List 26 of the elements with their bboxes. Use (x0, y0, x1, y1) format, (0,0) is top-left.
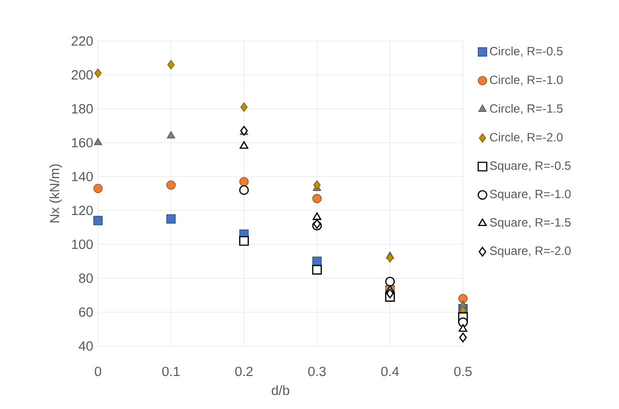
y-tick-label: 120 (72, 206, 93, 216)
legend-label: Square, R=-2.0 (490, 246, 571, 258)
x-tick-label: 0.1 (162, 366, 180, 376)
x-tick-label: 0 (94, 366, 102, 376)
legend-label: Square, R=-1.5 (490, 218, 571, 229)
x-tick-label: 0.3 (308, 366, 326, 376)
y-tick-label: 100 (72, 240, 93, 250)
y-tick-label: 60 (79, 307, 93, 317)
legend-label: Circle, R=-1.5 (490, 104, 563, 114)
legend-label: Circle, R=-0.5 (490, 46, 563, 57)
legend-label: Square, R=-0.5 (490, 161, 571, 172)
y-tick-label: 180 (72, 104, 93, 114)
x-axis-title: d/b (272, 385, 290, 396)
legend-label: Circle, R=-1.0 (490, 75, 563, 86)
y-tick-label: 80 (79, 273, 93, 283)
x-tick-label: 0.2 (235, 366, 253, 376)
y-tick-label: 220 (72, 36, 93, 46)
x-tick-label: 0.4 (381, 366, 399, 376)
legend-label: Square, R=-1.0 (490, 190, 571, 201)
y-tick-label: 140 (72, 172, 93, 182)
y-axis-title: Nx (kN/m) (49, 164, 62, 222)
legend-label: Circle, R=-2.0 (490, 132, 563, 143)
y-tick-label: 40 (78, 341, 93, 351)
y-tick-label: 160 (72, 138, 93, 148)
y-tick-label: 200 (72, 70, 93, 80)
x-tick-label: 0.5 (454, 366, 472, 376)
